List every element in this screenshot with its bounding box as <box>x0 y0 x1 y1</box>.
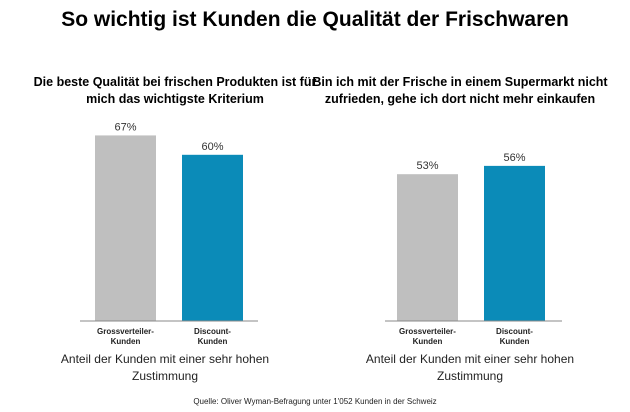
chart-1-value-label-1: 56% <box>503 152 525 164</box>
chart-0-category-label-0: Grossverteiler- <box>97 327 154 336</box>
chart-0-value-label-0: 67% <box>114 121 136 133</box>
chart-left-xlabel: Anteil der Kunden mit einer sehr hohen Z… <box>60 352 270 383</box>
chart-1-bar-0 <box>397 174 458 321</box>
chart-left-title: Die beste Qualität bei frischen Produkte… <box>33 75 317 106</box>
chart-0-bar-1 <box>182 154 243 321</box>
chart-0-value-label-1: 60% <box>201 141 223 153</box>
chart-0-bar-0 <box>95 135 156 321</box>
chart-1-bar-1 <box>484 165 545 321</box>
source-note: Quelle: Oliver Wyman-Befragung unter 1'0… <box>193 397 437 406</box>
page-title: So wichtig ist Kunden die Qualität der F… <box>61 8 569 31</box>
chart-1-category-label-0: Grossverteiler- <box>399 327 456 336</box>
chart-0-category-label-1: Kunden <box>198 337 228 346</box>
chart-right-title: Bin ich mit der Frische in einem Superma… <box>312 75 608 106</box>
chart-1-category-label-1: Discount- <box>496 327 533 336</box>
chart-0-category-label-0: Kunden <box>111 337 141 346</box>
chart-1-category-label-0: Kunden <box>413 337 443 346</box>
chart-right-xlabel: Anteil der Kunden mit einer sehr hohen Z… <box>365 352 575 383</box>
chart-1-value-label-0: 53% <box>416 160 438 172</box>
chart-0-category-label-1: Discount- <box>194 327 231 336</box>
chart-1-category-label-1: Kunden <box>500 337 530 346</box>
